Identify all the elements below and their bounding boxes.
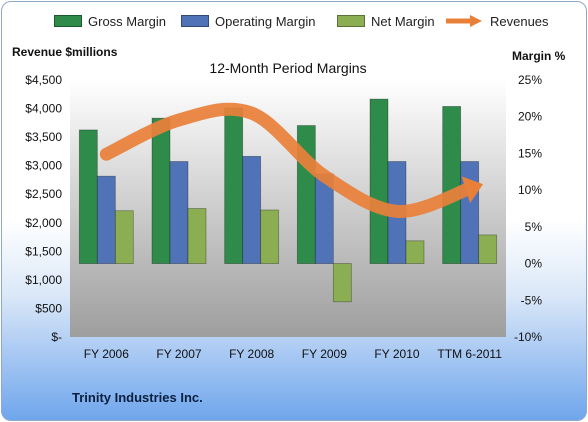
category-label: FY 2007 [156,347,201,361]
category-label: FY 2009 [302,347,347,361]
bar-operating-margin [242,155,262,264]
legend-label-revenues: Revenues [490,13,549,29]
left-tick-label: $3,500 [25,130,62,144]
legend-swatch-net-margin [337,15,365,27]
bar-gross-margin [369,98,389,264]
left-tick-label: $4,000 [25,102,62,116]
right-tick-label: -5% [521,293,543,307]
legend-label-operating-margin: Operating Margin [215,13,316,29]
right-tick-label: -10% [514,330,542,344]
revenue-arrow-head [461,176,484,204]
left-tick-label: $2,500 [25,187,62,201]
revenue-point [396,210,398,213]
legend-item-gross-margin: Gross Margin [54,10,166,32]
bar-gross-margin [151,117,171,264]
left-tick-label: $- [51,330,62,344]
left-tick-label: $500 [35,301,62,315]
bar-gross-margin [224,107,244,264]
legend: Gross Margin Operating Margin Net Margin… [0,10,588,32]
revenue-point [468,187,471,190]
category-label: TTM 6-2011 [437,347,502,361]
right-tick-label: 5% [525,220,543,234]
bar-net-margin [114,210,134,264]
right-tick-label: 25% [518,73,542,87]
legend-swatch-gross-margin [54,15,82,27]
plot-background [70,80,506,337]
legend-item-net-margin: Net Margin [337,10,435,32]
bar-gross-margin [442,106,462,264]
right-tick-label: 20% [518,110,542,124]
bar-gross-margin [78,129,98,264]
left-tick-label: $4,500 [25,73,62,87]
legend-swatch-operating-margin [181,15,209,27]
category-axis: FY 2006 FY 2007 FY 2008 FY 2009 FY 2010 TTM 6… [84,347,502,361]
revenue-point [250,112,253,115]
bar-operating-margin [96,175,116,264]
legend-arrow-icon [446,15,482,27]
revenue-point [323,174,326,177]
right-axis: -10% -5% 0% 5% 10% 15% 20% 25% [514,73,542,344]
category-label: FY 2008 [229,347,274,361]
legend-item-revenues: Revenues [444,10,549,32]
right-axis-title: Margin % [512,49,566,63]
bar-net-margin [405,240,425,264]
left-tick-label: $1,500 [25,244,62,258]
bar-operating-margin [169,161,189,264]
right-tick-label: 10% [518,183,542,197]
left-tick-label: $2,000 [25,216,62,230]
left-axis-title: Revenue $millions [12,45,118,59]
legend-label-gross-margin: Gross Margin [88,13,167,29]
category-label: FY 2010 [374,347,419,361]
left-axis: $- $500 $1,000 $1,500 $2,000 $2,500 $3,000 $3,5… [25,73,62,344]
bar-net-margin [478,234,498,264]
left-tick-label: $1,000 [25,273,62,287]
bar-net-margin [187,208,207,264]
bar-net-margin [332,263,352,303]
bars [78,98,498,303]
revenue-line-path [99,102,477,218]
left-tick-label: $3,000 [25,159,62,173]
revenue-line [99,102,484,218]
legend-item-operating-margin: Operating Margin [181,10,315,32]
category-label: FY 2006 [84,347,129,361]
revenue-point [178,118,180,121]
revenue-point [105,153,108,156]
bar-net-margin [260,209,280,264]
legend-label-net-margin: Net Margin [371,13,435,29]
right-tick-label: 15% [518,146,542,160]
chart-title: 12-Month Period Margins [209,60,367,76]
company-name: Trinity Industries Inc. [72,390,203,405]
bar-operating-margin [460,161,480,264]
right-tick-label: 0% [525,257,543,271]
